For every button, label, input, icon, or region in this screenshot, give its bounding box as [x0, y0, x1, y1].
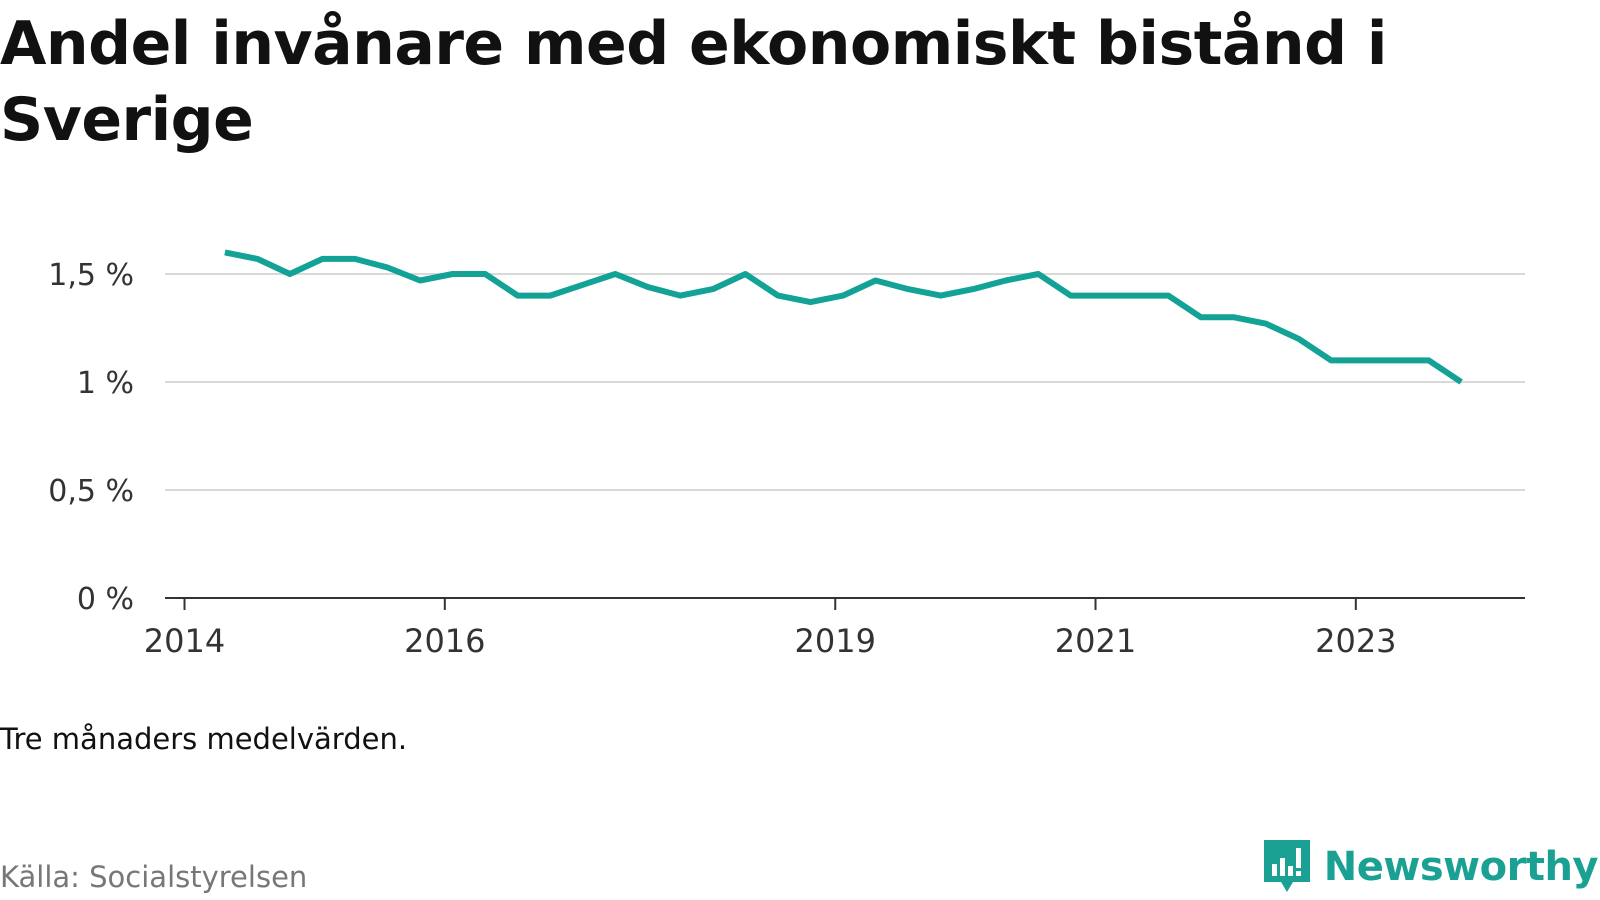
x-axis — [165, 597, 1525, 610]
series-line — [224, 249, 1463, 385]
x-tick-label: 2019 — [795, 622, 876, 660]
y-tick-label: 1,5 % — [48, 258, 134, 293]
data-series — [224, 249, 1463, 385]
y-tick-label: 0 % — [77, 582, 134, 617]
brand-logo: Newsworthy — [1262, 838, 1599, 896]
x-tick-label: 2021 — [1055, 622, 1136, 660]
x-axis-tick-labels: 2014 2016 2019 2021 2023 — [144, 622, 1397, 660]
x-tick-label: 2016 — [404, 622, 485, 660]
brand-name: Newsworthy — [1323, 844, 1599, 890]
y-axis-tick-labels: 0 % 0,5 % 1 % 1,5 % — [48, 258, 134, 617]
chart-note: Tre månaders medelvärden. — [0, 722, 408, 756]
newsworthy-logo-icon — [1263, 840, 1310, 892]
chart-title: Andel invånare med ekonomiskt bistånd i … — [0, 9, 1387, 155]
x-tick-label: 2014 — [144, 622, 225, 660]
source-credit: Källa: Socialstyrelsen — [0, 860, 308, 894]
x-tick-label: 2023 — [1315, 622, 1396, 660]
y-tick-label: 0,5 % — [48, 474, 134, 509]
grid-lines — [165, 273, 1525, 491]
y-tick-label: 1 % — [77, 366, 134, 401]
